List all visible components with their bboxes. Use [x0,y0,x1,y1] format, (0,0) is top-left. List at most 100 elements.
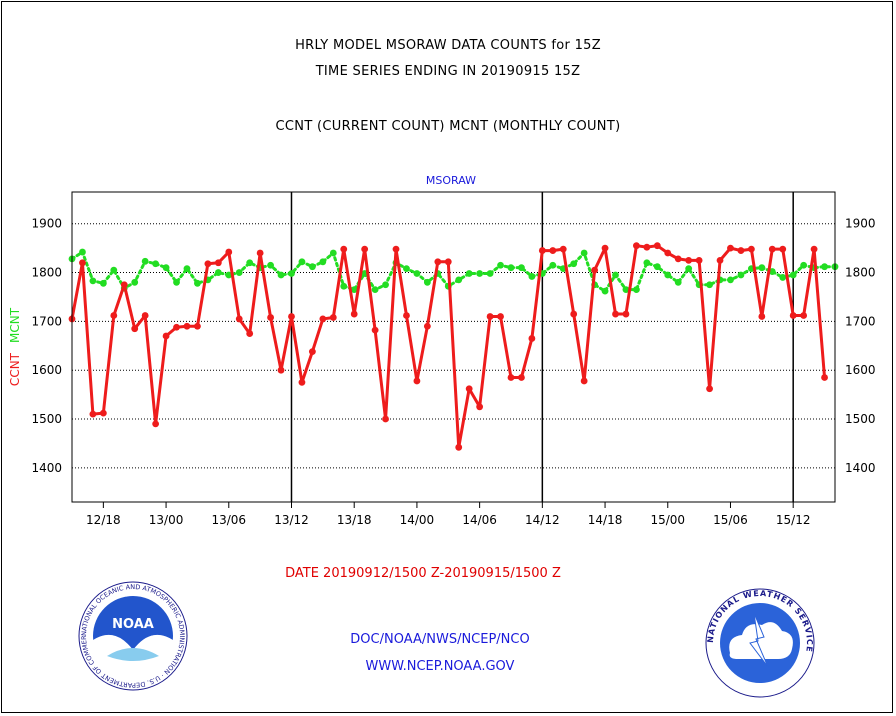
ccnt-point [664,249,672,257]
ccnt-point [580,377,588,385]
org-line: DOC/NOAA/NWS/NCEP/NCO [350,632,530,647]
mcnt-point [141,257,149,265]
ccnt-point [591,266,599,274]
mcnt-point [173,278,180,286]
mcnt-point [413,270,421,277]
mcnt-point [549,261,557,269]
mcnt-point [507,264,515,272]
ccnt-point [256,249,264,257]
ccnt-point [476,403,484,411]
x-tick-label: 15/00 [650,513,685,527]
ccnt-point [225,248,233,256]
ccnt-point [267,314,274,321]
ccnt-point [423,322,431,330]
mcnt-point [727,276,734,284]
mcnt-point [821,263,828,271]
mcnt-point [89,277,97,285]
y-tick-label-left: 1800 [31,266,62,280]
mcnt-point [79,248,86,256]
mcnt-point [455,276,463,284]
mcnt-point [601,287,609,295]
ccnt-point [674,255,682,263]
ccnt-point [110,312,118,319]
ccnt-point [79,259,86,267]
ccnt-point [747,245,755,253]
ccnt-point [727,244,734,252]
ccnt-point [643,243,651,251]
ccnt-point [768,245,776,253]
x-tick-label: 13/18 [337,513,372,527]
ccnt-point [340,245,348,253]
x-tick-label: 14/06 [462,513,497,527]
axis-ticks: 1400 1400 1500 1500 1600 1600 1700 1700 1800 1800… [31,217,875,527]
ccnt-point [695,256,703,264]
mcnt-point [570,260,578,268]
ccnt-point [455,443,463,451]
date-range-label: DATE 20190912/1500 Z-20190915/1500 Z [285,566,561,581]
day-boundaries [290,192,794,502]
ccnt-point [413,377,421,385]
ccnt-point [214,259,222,267]
ccnt-point [99,409,107,417]
mcnt-point [340,282,348,290]
ccnt-point [821,374,828,381]
ccnt-point [601,244,609,252]
y-tick-label-left: 1600 [31,363,62,377]
mcnt-point [674,278,682,286]
mcnt-point [319,258,327,266]
series-ccnt [68,242,828,451]
chart-title-line2: TIME SERIES ENDING IN 20190915 15Z [315,64,581,79]
x-tick-label: 14/18 [588,513,623,527]
ccnt-point [758,313,766,320]
mcnt-point [225,271,233,279]
ccnt-point [235,315,243,323]
ccnt-point [612,310,619,318]
mcnt-point [476,270,484,277]
ccnt-point [403,312,410,319]
ccnt-point [183,322,191,330]
ccnt-point [350,310,358,318]
ccnt-point [549,247,557,254]
y-tick-label-right: 1500 [845,412,876,426]
y-tick-label-right: 1800 [845,266,876,280]
ccnt-point [706,385,713,393]
ccnt-point [507,374,515,381]
mcnt-point [643,259,651,267]
mcnt-point [298,258,306,266]
ccnt-point [622,310,630,318]
ccnt-line [70,244,827,449]
ccnt-point [779,245,787,253]
mcnt-point [403,265,410,273]
mcnt-point [329,249,337,257]
mcnt-point [664,271,672,279]
y-tick-label-left: 1400 [31,461,62,475]
x-tick-label: 15/12 [776,513,811,527]
mcnt-point [737,271,745,279]
y-axis-label: CCNT MCNT [8,307,22,386]
ccnt-point [173,323,180,331]
ccnt-point [298,378,306,386]
ccnt-point [371,326,379,334]
ccnt-point [789,312,797,319]
ccnt-point [737,247,745,254]
y-axis-title-mcnt: MCNT [8,307,22,343]
mcnt-point [528,273,536,280]
ccnt-point [120,281,128,289]
ccnt-point [538,247,546,254]
ccnt-point [204,260,212,268]
ccnt-point [329,314,337,321]
mcnt-point [486,270,494,277]
mcnt-point [706,281,713,289]
ccnt-point [434,258,442,266]
x-tick-label: 12/18 [86,513,121,527]
mcnt-point [768,268,776,275]
mcnt-point [277,271,285,279]
mcnt-point [235,269,243,276]
y-tick-label-left: 1700 [31,314,62,328]
noaa-logo: NOAA NATIONAL OCEANIC AND ATMOSPHERIC AD… [78,581,188,691]
mcnt-point [152,260,160,268]
chart-title-line1: HRLY MODEL MSORAW DATA COUNTS for 15Z [295,38,601,53]
mcnt-point [194,279,201,287]
